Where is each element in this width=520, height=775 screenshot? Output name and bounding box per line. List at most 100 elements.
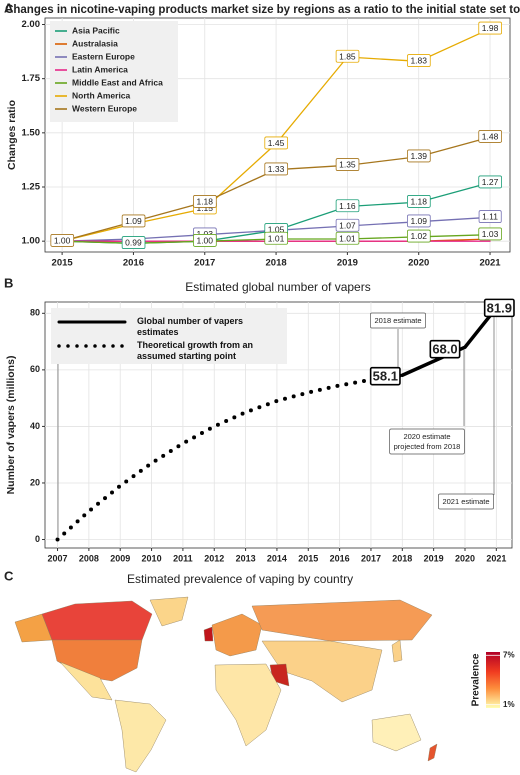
y-tick-label: 1.25 <box>22 182 41 193</box>
country <box>214 663 282 747</box>
annotation: 2020 estimate <box>403 432 450 441</box>
value-label: 1.83 <box>410 56 427 66</box>
value-label: 1.33 <box>268 164 285 174</box>
annotation: projected from 2018 <box>394 442 461 451</box>
annotation-box <box>438 493 494 510</box>
value-label-box <box>264 162 289 176</box>
legend-label: Theoretical growth from an assumed start… <box>137 340 254 361</box>
value-label: 1.03 <box>482 229 499 239</box>
chart-title: Estimated prevalence of vaping by countr… <box>127 572 353 586</box>
value-label: 1.27 <box>482 177 499 187</box>
annotation: 2018 estimate <box>374 316 421 325</box>
value-label-box <box>50 234 75 247</box>
value-label: 1.09 <box>410 216 427 226</box>
value-label: 1.11 <box>482 212 498 222</box>
x-tick-label: 2011 <box>173 553 193 563</box>
legend-item: Global number of vapers estimates <box>137 316 244 337</box>
colorbar-label: 1% <box>503 700 515 709</box>
value-label-box <box>407 214 431 228</box>
x-tick-label: 2009 <box>110 553 130 563</box>
y-tick-label: 2.00 <box>22 19 41 30</box>
annotation-box <box>370 312 426 329</box>
legend-label: Australasia <box>72 38 118 48</box>
y-tick-label: 1.75 <box>22 73 41 84</box>
x-tick-label: 2018 <box>266 258 287 269</box>
country <box>41 600 153 647</box>
country <box>427 743 438 762</box>
legend-title: Prevalence <box>471 653 482 706</box>
y-tick-label: 1.50 <box>22 127 41 138</box>
value-label: 1.03 <box>196 229 213 239</box>
value-label-box <box>264 136 289 150</box>
country <box>251 599 433 642</box>
panel-label: C <box>4 568 14 583</box>
panel-label: A <box>4 0 14 15</box>
value-label-box <box>121 214 146 228</box>
y-tick-label: 0 <box>35 534 40 544</box>
value-label-box <box>121 236 146 249</box>
y-tick-label: 60 <box>30 364 40 374</box>
value-label: 1.98 <box>482 23 499 33</box>
value-label-box <box>193 234 217 247</box>
world-map <box>14 596 438 773</box>
legend-label: Eastern Europe <box>72 51 135 61</box>
legend-label: North America <box>72 90 131 100</box>
value-label-box <box>407 54 431 67</box>
value-label: 1.07 <box>339 220 356 230</box>
annotation: 2021 estimate <box>442 497 489 506</box>
series-line <box>400 306 499 377</box>
country <box>149 596 189 627</box>
legend-item: Theoretical growth from an assumed start… <box>137 340 254 361</box>
x-tick-label: 2017 <box>361 553 381 563</box>
value-label-box <box>407 229 431 243</box>
value-label-box <box>335 49 360 63</box>
value-label-box <box>193 195 217 208</box>
x-tick-label: 2017 <box>194 258 215 269</box>
x-tick-label: 2019 <box>337 258 358 269</box>
value-label-box <box>478 175 502 189</box>
x-tick-label: 2020 <box>408 258 429 269</box>
country <box>371 713 422 752</box>
value-label-box <box>264 231 289 245</box>
value-label-box <box>478 227 502 241</box>
value-label-box <box>483 298 515 318</box>
legend-label: Global number of vapers estimates <box>137 316 244 337</box>
country <box>51 639 143 682</box>
value-label: 1.16 <box>339 201 356 211</box>
legend-label: Middle East and Africa <box>72 77 163 87</box>
x-tick-label: 2020 <box>455 553 475 563</box>
value-label: 1.00 <box>54 235 71 245</box>
y-tick-label: 40 <box>30 421 40 431</box>
colorbar-label: 7% <box>503 650 515 659</box>
y-axis-label: Number of vapers (millions) <box>5 356 17 495</box>
value-label: 0.99 <box>125 238 142 248</box>
x-tick-label: 2008 <box>79 553 99 563</box>
x-tick-label: 2016 <box>330 553 350 563</box>
legend-label: Asia Pacific <box>72 25 120 35</box>
series-line <box>55 373 405 542</box>
value-label: 1.01 <box>339 233 356 243</box>
x-tick-label: 2021 <box>486 553 506 563</box>
x-tick-label: 2016 <box>123 258 144 269</box>
value-label-box <box>478 21 502 35</box>
annotation-box <box>389 428 465 455</box>
value-label: 1.01 <box>268 233 285 243</box>
value-label-box <box>407 149 431 163</box>
value-label-box <box>478 130 502 143</box>
value-label: 1.85 <box>339 51 356 61</box>
value-label: 1.09 <box>125 216 142 226</box>
value-label-box <box>478 210 502 223</box>
value-label: 1.48 <box>482 131 499 141</box>
chart-title: Estimated global number of vapers <box>185 280 370 294</box>
panel-label: B <box>4 275 13 290</box>
x-tick-label: 2018 <box>392 553 412 563</box>
value-label: 1.00 <box>196 235 213 245</box>
value-label: 58.1 <box>373 369 398 384</box>
value-label: 1.45 <box>268 138 285 148</box>
value-label: 1.35 <box>339 160 356 170</box>
country <box>59 661 113 701</box>
legend-box <box>51 308 287 364</box>
x-tick-label: 2019 <box>424 553 444 563</box>
legend-label: Western Europe <box>72 103 137 113</box>
